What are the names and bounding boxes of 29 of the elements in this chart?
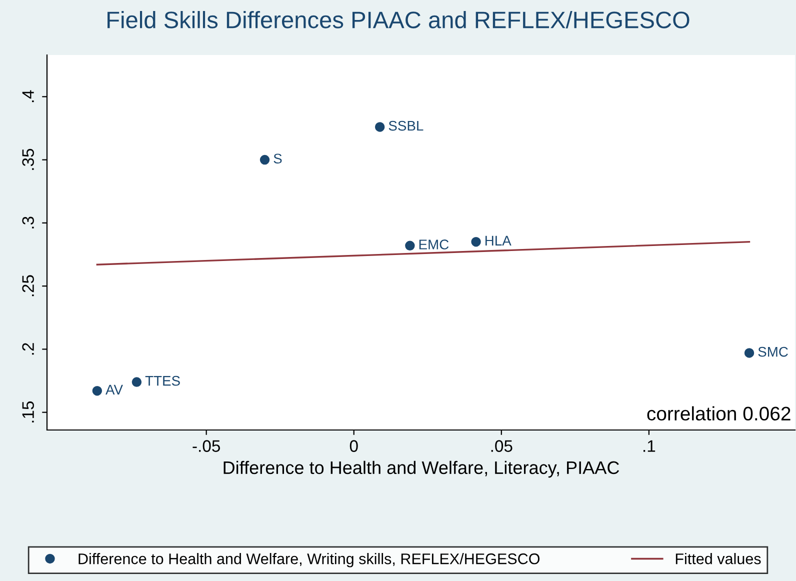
annotation: AV: [106, 384, 123, 394]
point: [132, 377, 142, 387]
x-axis-title: Difference to Health and Welfare, Literacy, PIAAC: [224, 460, 620, 478]
point: [92, 386, 102, 396]
x-tick-label: 0: [350, 440, 358, 452]
annotation: S: [274, 154, 282, 164]
x-tick-label: .1: [644, 440, 656, 452]
annotation: SSBL: [388, 120, 424, 131]
legend-label: Difference to Health and Welfare, Writing skills, REFLEX/HEGESCO: [78, 553, 540, 568]
y-tick-label: .2: [22, 343, 34, 355]
point: [405, 240, 415, 251]
x-tick-label: .05: [491, 440, 512, 452]
y-tick-label: .35: [22, 148, 34, 170]
y-tick-label: .4: [22, 90, 34, 102]
annotation: SMC: [758, 346, 788, 357]
y-tick-label: .15: [22, 401, 34, 422]
chart-title: Field Skills Differences PIAAC and REFLEX/HEGESCO: [108, 10, 690, 28]
x-tick-label: -.05: [192, 440, 220, 452]
y-tick-label: .25: [22, 275, 34, 296]
y-tick-label: .3: [22, 216, 34, 228]
annotation: EMC: [419, 240, 449, 250]
legend-label: Fitted values: [676, 553, 761, 564]
annotation: correlation 0.062: [647, 406, 790, 421]
point: [374, 122, 385, 132]
annotation: TTES: [145, 376, 180, 386]
point: [471, 237, 481, 247]
annotation: HLA: [486, 236, 512, 246]
point: [744, 348, 754, 358]
point: [260, 154, 270, 165]
